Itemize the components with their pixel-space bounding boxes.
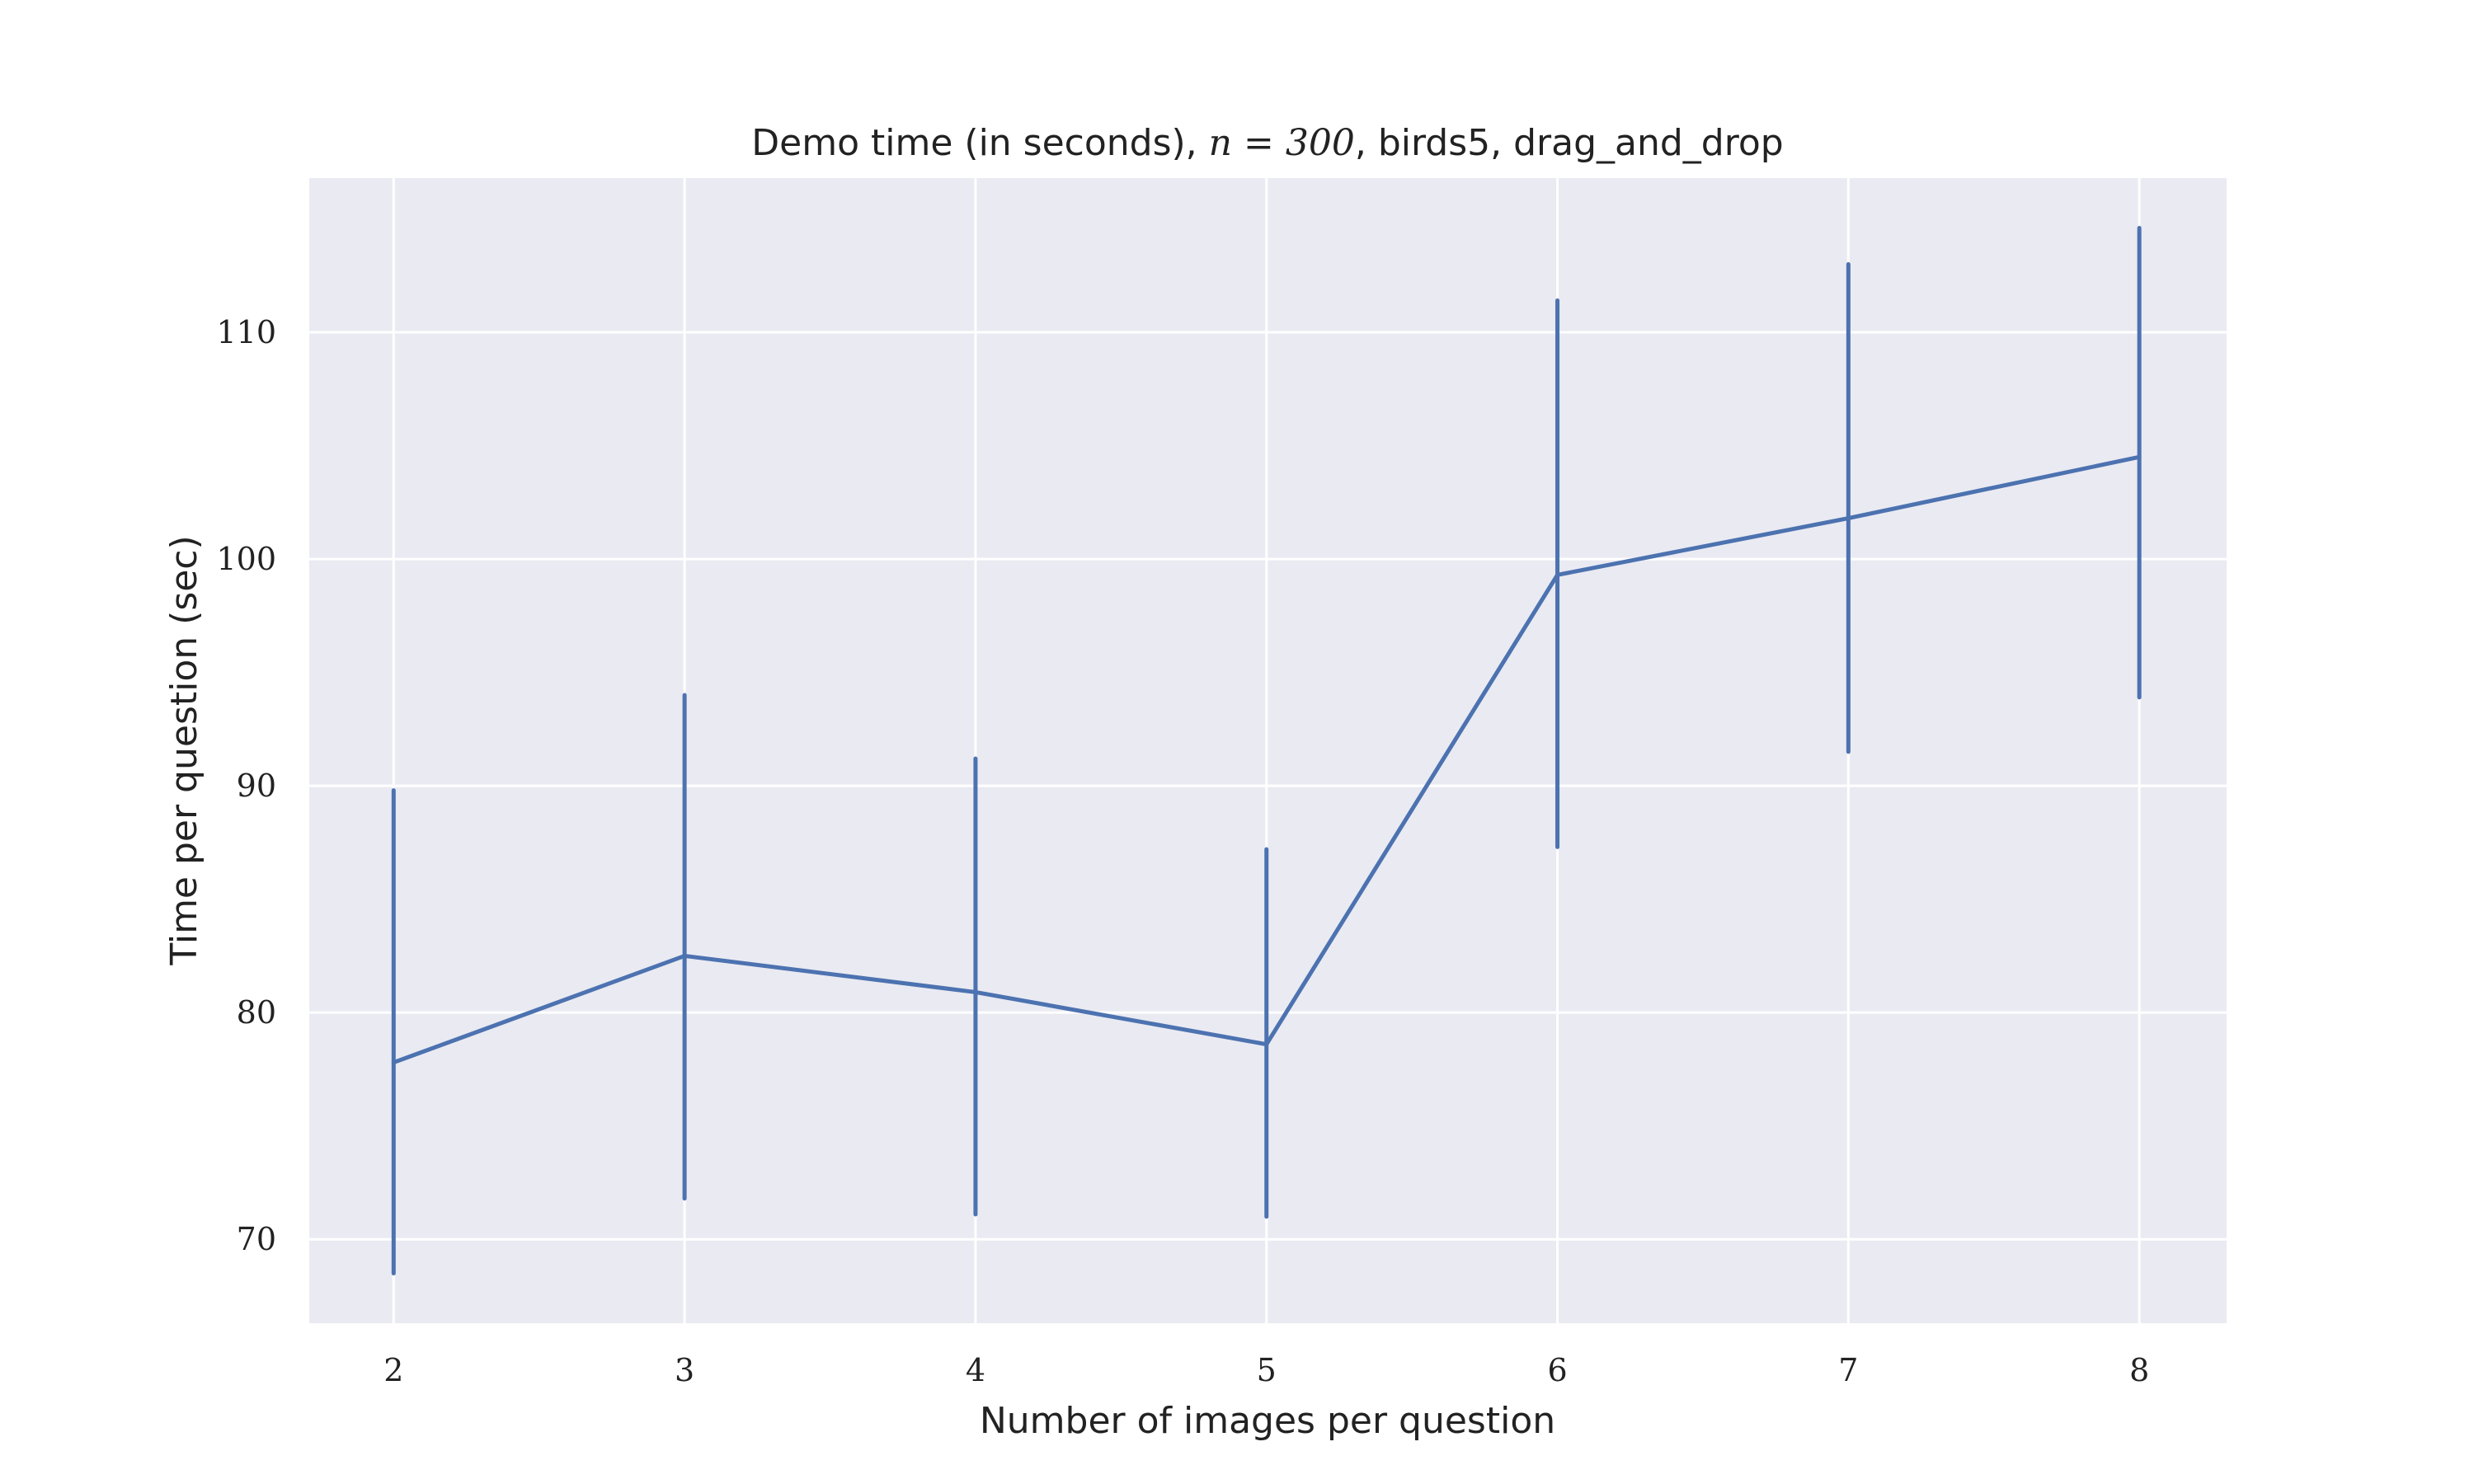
chart-title: Demo time (in seconds), n = 300, birds5,… (751, 122, 1783, 164)
tick-labels: 2 3 4 5 6 7 8 70 80 90 100 110 (216, 314, 2149, 1388)
chart-title-suffix: , birds5, drag_and_drop (1355, 122, 1784, 164)
chart-title-prefix: Demo time (in seconds), (751, 122, 1208, 164)
y-axis-label: Time per question (sec) (163, 535, 205, 965)
x-axis-label: Number of images per question (980, 1400, 1555, 1442)
y-tick-label: 80 (237, 994, 276, 1031)
chart-title-math: n = 300 (1209, 122, 1355, 164)
series-line (391, 454, 2142, 1065)
y-tick-label: 70 (237, 1221, 276, 1257)
x-tick-label: 7 (1838, 1352, 1858, 1388)
x-tick-label: 5 (1257, 1352, 1277, 1388)
y-tick-label: 100 (216, 541, 276, 577)
y-tick-label: 90 (237, 768, 276, 804)
x-tick-label: 4 (966, 1352, 985, 1388)
x-tick-label: 8 (2129, 1352, 2149, 1388)
y-tick-label: 110 (216, 314, 276, 350)
x-tick-label: 3 (675, 1352, 694, 1388)
series-layer (391, 226, 2142, 1275)
x-tick-label: 2 (383, 1352, 403, 1388)
x-tick-label: 6 (1547, 1352, 1567, 1388)
